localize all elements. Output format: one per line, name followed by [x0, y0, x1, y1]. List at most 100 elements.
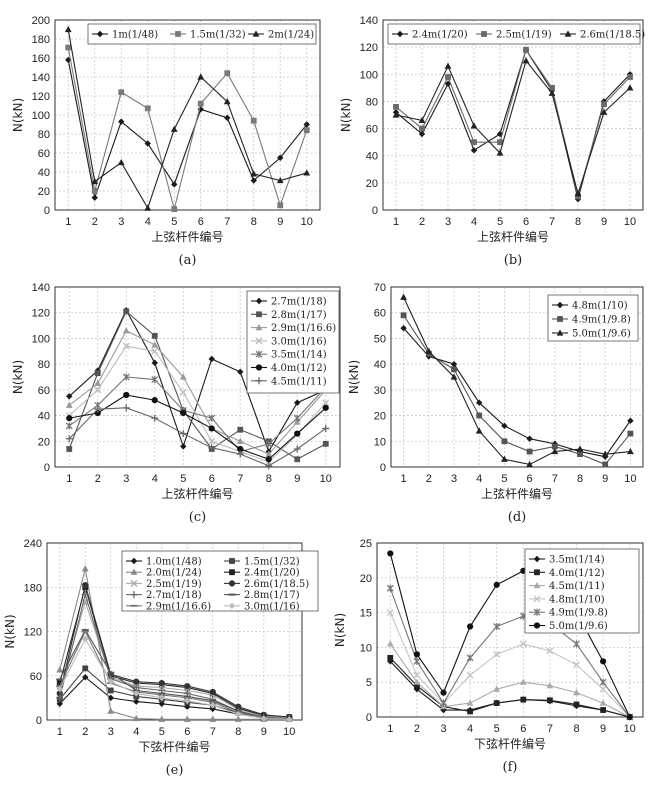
data-point: [151, 341, 159, 348]
y-tick-label: 20: [38, 186, 50, 198]
data-point: [519, 640, 527, 648]
data-point: [209, 702, 216, 709]
data-point: [107, 671, 115, 674]
data-point: [322, 404, 329, 411]
data-point: [501, 438, 508, 445]
y-tick-label: 20: [38, 436, 50, 448]
data-point: [65, 401, 73, 408]
legend-entry: 2.6m(1/18.5): [580, 30, 645, 41]
legend-marker: [556, 329, 564, 336]
x-tick-label: 3: [445, 216, 451, 228]
x-tick-label: 9: [600, 723, 606, 735]
data-point: [601, 101, 607, 108]
y-tick-label: 140: [32, 282, 50, 294]
data-point: [208, 444, 216, 452]
y-axis-label: N(kN): [333, 613, 347, 647]
y-tick-label: 0: [36, 715, 42, 727]
data-point: [392, 111, 400, 118]
legend-entry: 3.0m(1/16): [244, 601, 300, 612]
data-point: [602, 461, 609, 468]
x-tick-label: 10: [301, 216, 313, 228]
x-tick-label: 6: [209, 473, 215, 485]
legend-entry: 2.9m(1/16.6): [271, 323, 336, 334]
legend-marker: [130, 568, 138, 575]
y-tick-label: 20: [366, 178, 378, 190]
data-point: [444, 62, 452, 69]
y-tick-label: 80: [366, 96, 378, 108]
legend-box: [387, 23, 641, 45]
x-tick-label: 5: [501, 473, 507, 485]
data-point: [197, 100, 204, 107]
data-point: [151, 414, 159, 422]
data-point: [107, 707, 115, 714]
data-point: [574, 190, 582, 197]
x-tick-label: 2: [82, 726, 88, 738]
legend-entry: 2.9m(1/16.6): [146, 601, 211, 612]
data-point: [235, 710, 242, 718]
plot-frame: [382, 19, 644, 211]
x-tick-label: 8: [573, 723, 579, 735]
legend-marker: [255, 350, 263, 358]
y-tick-label: 60: [38, 385, 50, 397]
x-tick-label: 10: [624, 216, 636, 228]
data-point: [81, 565, 89, 572]
data-point: [387, 550, 394, 557]
data-point: [414, 682, 420, 689]
data-point: [144, 204, 152, 211]
data-point: [277, 154, 284, 161]
x-tick-label: 1: [65, 216, 71, 228]
data-point: [56, 685, 63, 693]
data-point: [466, 699, 474, 706]
data-point: [132, 714, 140, 722]
x-tick-label: 10: [624, 723, 636, 735]
legend-entry: 2.4m(1/20): [244, 568, 300, 579]
x-tick-label: 7: [210, 726, 216, 738]
legend: 4.8m(1/10) 4.9m(1/9.8) 5.0m(1/9.6): [547, 294, 639, 342]
y-tick-label: 180: [32, 34, 50, 46]
data-point: [413, 678, 421, 685]
legend-entry: 2.7m(1/18): [146, 590, 202, 601]
data-point: [277, 202, 284, 209]
x-tick-label: 10: [624, 473, 636, 485]
data-point: [322, 440, 329, 447]
data-point: [122, 404, 130, 412]
y-tick-label: 20: [374, 411, 386, 423]
x-tick-label: 7: [547, 723, 553, 735]
data-point: [627, 74, 633, 80]
data-point: [94, 370, 101, 377]
series-line-e-1: [59, 667, 290, 719]
panel-c: 0 20 40 60 80 100 120 140 1 2 3 4 5 6 7 8 9 10 上弦杆件编号 N(kN)…: [11, 282, 341, 525]
legend-entry: 1.0m(1/48): [146, 557, 202, 568]
data-point: [91, 194, 98, 201]
legend-entry: 5.0m(1/9.6): [549, 621, 608, 632]
legend-entry: 2.8m(1/17): [271, 310, 327, 321]
y-tick-label: 50: [374, 333, 386, 345]
data-point: [158, 694, 165, 702]
data-point: [171, 181, 178, 188]
data-point: [123, 308, 130, 315]
data-point: [546, 682, 554, 689]
legend-entry: 4.5m(1/11): [271, 376, 327, 387]
legend-box: [87, 23, 317, 45]
data-point: [520, 696, 527, 703]
x-axis-label: 上弦杆件编号: [477, 229, 549, 244]
series-line-a-1: [67, 47, 308, 210]
data-point: [179, 388, 187, 396]
y-tick-label: 100: [32, 110, 50, 122]
series-line-c-5: [69, 394, 327, 460]
data-point: [158, 692, 166, 695]
legend-marker: [481, 31, 487, 37]
legend-entry: 1m(1/48): [112, 30, 158, 41]
data-point: [236, 437, 244, 444]
legend-entry: 2.7m(1/18): [271, 297, 327, 308]
series-line-f-4: [389, 588, 631, 718]
x-tick-label: 3: [108, 726, 114, 738]
legend-marker: [533, 555, 541, 563]
panel-caption: (f): [503, 760, 518, 775]
data-point: [413, 651, 420, 658]
x-tick-label: 4: [476, 473, 482, 485]
legend-marker: [130, 591, 138, 599]
data-point: [400, 312, 407, 319]
data-point: [294, 430, 301, 437]
plot-frame: [46, 542, 303, 721]
